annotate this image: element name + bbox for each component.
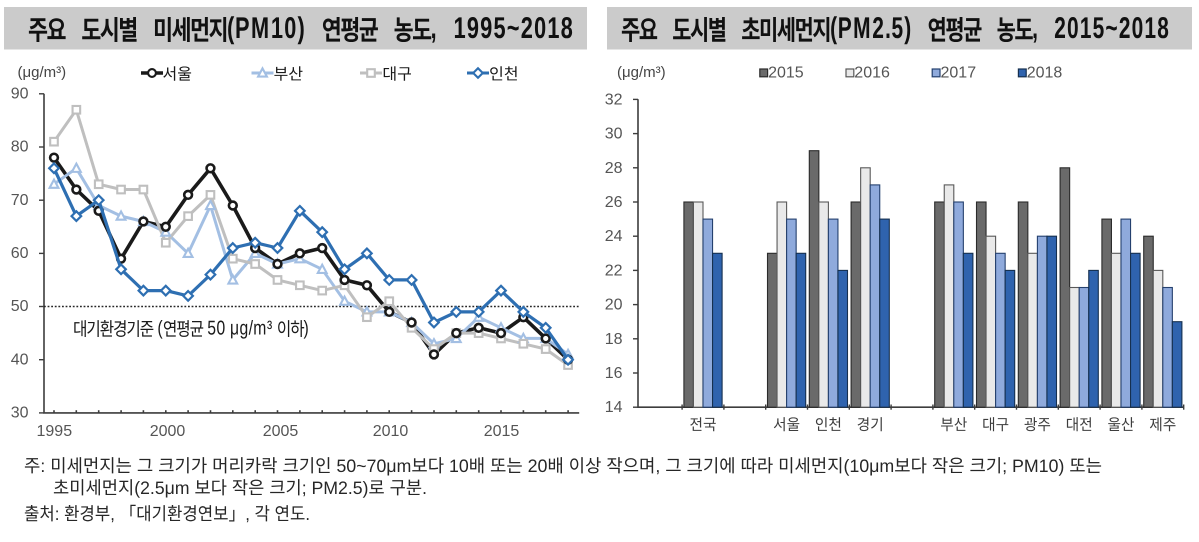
svg-text:80: 80: [11, 139, 29, 156]
svg-text:18: 18: [605, 331, 623, 348]
svg-text:2015: 2015: [484, 423, 520, 440]
svg-text:20: 20: [605, 297, 623, 314]
svg-text:16: 16: [605, 365, 623, 382]
svg-text:1995: 1995: [37, 423, 73, 440]
svg-text:2000: 2000: [150, 423, 186, 440]
svg-text:60: 60: [11, 245, 29, 262]
svg-text:2016: 2016: [854, 65, 890, 82]
svg-text:2010: 2010: [373, 423, 409, 440]
svg-text:2018: 2018: [1027, 65, 1063, 82]
svg-text:(μg/m³): (μg/m³): [18, 64, 67, 81]
svg-text:24: 24: [605, 228, 623, 245]
svg-text:40: 40: [11, 351, 29, 368]
svg-text:2015: 2015: [768, 65, 804, 82]
svg-text:26: 26: [605, 194, 623, 211]
svg-text:50: 50: [11, 298, 29, 315]
svg-text:2005: 2005: [263, 423, 299, 440]
svg-text:32: 32: [605, 91, 623, 108]
svg-text:70: 70: [11, 192, 29, 209]
svg-text:14: 14: [605, 399, 623, 416]
svg-text:22: 22: [605, 262, 623, 279]
svg-text:(μg/m³): (μg/m³): [617, 64, 666, 81]
svg-text:30: 30: [605, 126, 623, 143]
svg-text:90: 90: [11, 86, 29, 103]
svg-text:30: 30: [11, 405, 29, 422]
svg-text:28: 28: [605, 160, 623, 177]
svg-text:2017: 2017: [941, 65, 977, 82]
